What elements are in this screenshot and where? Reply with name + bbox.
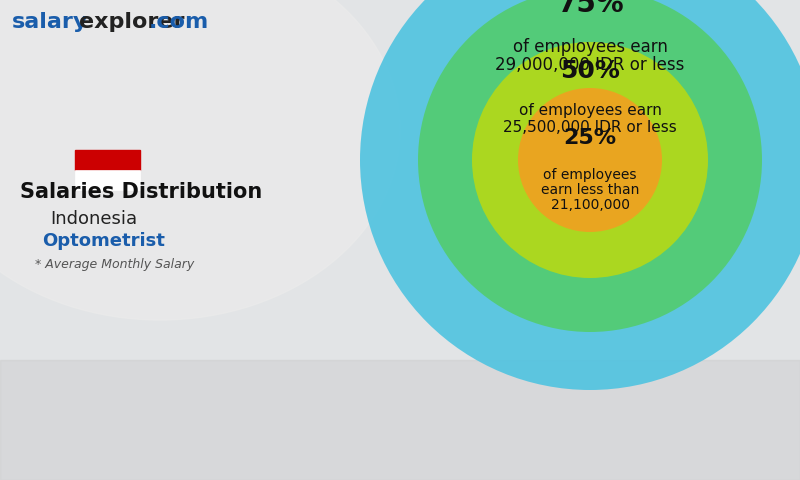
Circle shape	[418, 0, 762, 332]
Text: of employees: of employees	[543, 168, 637, 182]
Text: 25%: 25%	[563, 128, 617, 148]
Text: .com: .com	[149, 12, 210, 32]
Text: Indonesia: Indonesia	[50, 210, 137, 228]
Text: 25,500,000 IDR or less: 25,500,000 IDR or less	[503, 120, 677, 134]
Text: 50%: 50%	[560, 59, 620, 83]
Ellipse shape	[0, 0, 400, 320]
Bar	[0, 360, 800, 480]
Text: Optometrist: Optometrist	[42, 232, 165, 250]
Text: Salaries Distribution: Salaries Distribution	[20, 182, 262, 202]
Text: explorer: explorer	[79, 12, 185, 32]
Bar	[75, 170, 140, 190]
Text: 29,000,000 IDR or less: 29,000,000 IDR or less	[495, 56, 685, 74]
Circle shape	[518, 88, 662, 232]
Text: salary: salary	[12, 12, 88, 32]
Text: 21,100,000: 21,100,000	[550, 198, 630, 212]
Text: * Average Monthly Salary: * Average Monthly Salary	[35, 258, 194, 271]
Text: of employees earn: of employees earn	[513, 38, 667, 56]
Text: earn less than: earn less than	[541, 183, 639, 197]
Circle shape	[472, 42, 708, 278]
Text: of employees earn: of employees earn	[518, 103, 662, 118]
Bar	[75, 150, 140, 170]
Circle shape	[360, 0, 800, 390]
Text: 75%: 75%	[557, 0, 623, 18]
